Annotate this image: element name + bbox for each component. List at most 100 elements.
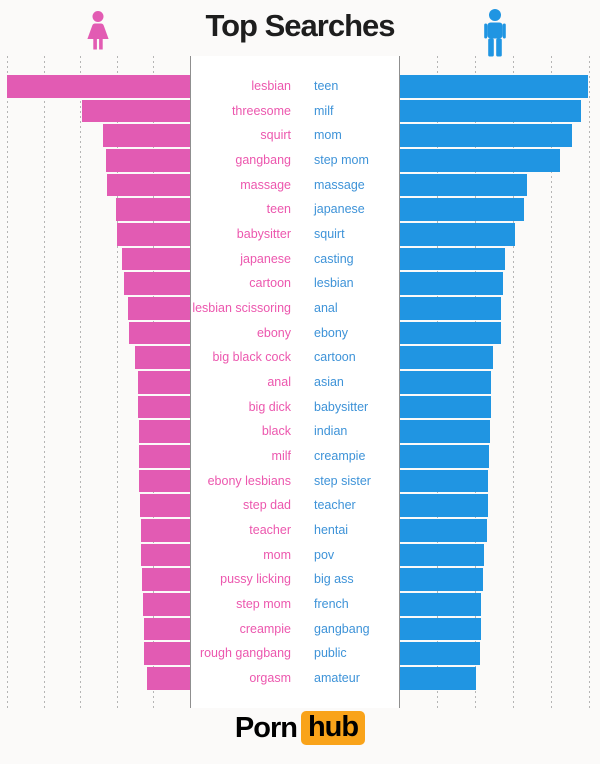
male-bar-row	[400, 493, 600, 518]
female-bar-row	[0, 123, 190, 148]
female-bar-row	[0, 271, 190, 296]
female-bar	[140, 543, 190, 567]
female-bar-row	[0, 345, 190, 370]
dotted-gridline	[513, 56, 514, 708]
female-bar	[124, 272, 190, 296]
female-bar-row	[0, 543, 190, 568]
male-labels: teen milf mom step mom massage japanese squirt…	[314, 74, 395, 691]
female-search-term: rough gangbang	[199, 646, 291, 661]
male-bar-row	[400, 173, 600, 198]
female-bar-row	[0, 493, 190, 518]
male-bar-row	[400, 74, 600, 99]
female-search-term: black	[261, 424, 291, 439]
female-bar	[144, 642, 190, 666]
female-bar-row	[0, 321, 190, 346]
female-search-term: babysitter	[236, 227, 291, 242]
male-bar	[400, 568, 483, 592]
female-bar-row	[0, 641, 190, 666]
female-bar	[143, 593, 190, 616]
male-bar	[400, 617, 481, 641]
female-bar-row	[0, 592, 190, 617]
pornhub-logo: Porn hub	[0, 711, 600, 746]
male-bar	[400, 272, 504, 296]
female-search-term: lesbian	[251, 79, 291, 93]
female-bar	[137, 371, 190, 394]
male-bar	[400, 247, 506, 271]
male-bar-row	[400, 370, 600, 395]
logo-text-porn: Porn	[234, 711, 298, 744]
female-search-term: step dad	[243, 498, 291, 513]
female-search-term: step mom	[236, 597, 291, 612]
female-bar-row	[0, 173, 190, 198]
male-bar	[400, 593, 481, 616]
male-search-term: squirt	[314, 227, 345, 242]
female-bar-row	[0, 247, 190, 272]
male-bar	[400, 494, 489, 518]
male-bar	[400, 667, 477, 690]
male-search-term: teacher	[314, 498, 356, 513]
male-search-term: cartoon	[314, 350, 356, 365]
male-bars	[400, 74, 600, 691]
female-bar	[115, 198, 190, 222]
female-search-term: japanese	[240, 251, 291, 266]
male-bar-row	[400, 99, 600, 124]
male-search-term: hentai	[314, 523, 349, 538]
female-bar-row	[0, 370, 190, 395]
female-bar	[127, 297, 190, 320]
male-bar-row	[400, 444, 600, 469]
female-bar	[137, 395, 190, 419]
female-bar	[138, 420, 190, 444]
female-bar-row	[0, 518, 190, 543]
male-bar	[400, 420, 491, 444]
male-chart-panel	[400, 56, 600, 708]
female-bar	[7, 75, 190, 98]
female-bar	[82, 99, 190, 123]
female-search-term: threesome	[231, 103, 291, 118]
male-search-term: public	[314, 646, 347, 661]
male-search-term: teen	[314, 79, 339, 93]
male-bar-row	[400, 321, 600, 346]
female-bar-row	[0, 419, 190, 444]
male-search-term: asian	[314, 375, 344, 390]
male-search-term: massage	[314, 177, 365, 192]
female-bar	[135, 346, 190, 370]
male-bar-row	[400, 296, 600, 321]
label-panel: lesbian threesome squirt gangbang massage tee…	[190, 56, 400, 708]
female-search-term: massage	[240, 177, 291, 192]
male-search-term: babysitter	[314, 399, 369, 414]
male-bar	[400, 519, 488, 542]
male-bar	[400, 99, 581, 123]
female-bar-row	[0, 666, 190, 691]
female-bar-row	[0, 296, 190, 321]
male-bar	[400, 149, 560, 172]
male-bar	[400, 543, 484, 567]
male-search-term: mom	[314, 128, 342, 143]
male-search-term: creampie	[314, 449, 366, 464]
female-bar-row	[0, 444, 190, 469]
male-search-term: ebony	[314, 325, 349, 340]
female-bar	[128, 321, 190, 345]
male-bar-row	[400, 197, 600, 222]
male-bar-row	[400, 641, 600, 666]
female-bar	[140, 519, 190, 542]
female-bar	[147, 667, 190, 690]
female-search-term: creampie	[239, 621, 291, 636]
dotted-gridline	[551, 56, 552, 708]
female-search-term: big black cock	[212, 350, 291, 365]
female-search-term: orgasm	[249, 671, 291, 686]
female-bar-row	[0, 567, 190, 592]
male-search-term: lesbian	[314, 276, 354, 291]
female-bar-row	[0, 197, 190, 222]
female-bar-row	[0, 99, 190, 124]
female-bar	[144, 617, 190, 641]
female-search-term: cartoon	[249, 276, 291, 291]
female-bar	[106, 173, 190, 197]
logo-text-hub: hub	[300, 711, 366, 746]
dotted-gridline	[7, 56, 8, 708]
male-bar-row	[400, 123, 600, 148]
female-bars	[0, 74, 190, 691]
male-bar	[400, 371, 492, 394]
female-search-term: milf	[271, 449, 291, 464]
male-search-term: casting	[314, 251, 354, 266]
male-search-term: japanese	[314, 202, 365, 217]
